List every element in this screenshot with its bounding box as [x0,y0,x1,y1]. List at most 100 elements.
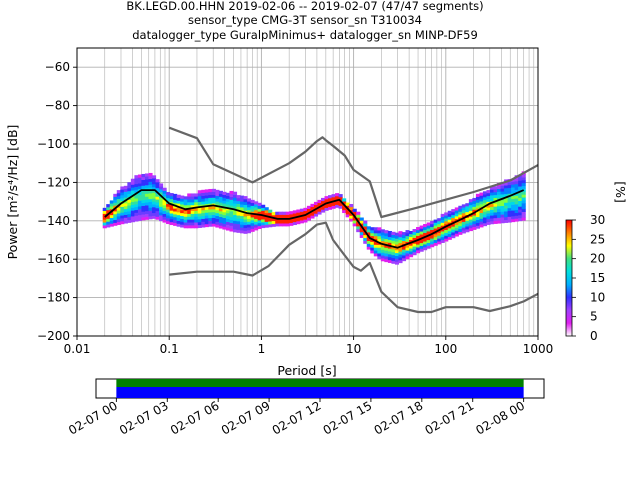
density-cell [320,209,326,213]
density-cell [398,234,403,238]
density-cell [134,183,139,187]
density-cell [426,236,431,241]
density-cell [475,211,480,215]
density-cell [225,201,231,205]
density-cell [458,225,463,230]
density-cell [232,226,238,230]
density-cell [194,204,199,209]
density-cell [225,212,231,217]
density-cell [500,208,505,212]
density-cell [211,188,216,193]
density-cell [401,257,407,262]
density-cell [440,225,445,229]
density-cell [225,198,231,202]
density-cell [201,218,206,222]
density-cell [468,225,473,229]
density-cell [173,219,178,223]
density-cell [151,212,157,216]
density-cell [518,180,523,184]
density-cell [194,216,199,220]
density-cell [511,207,516,211]
density-cell [289,211,294,215]
density-cell [127,193,132,197]
density-cell [479,221,484,225]
density-cell [359,229,364,233]
density-cell [486,207,491,211]
density-cell [475,199,480,203]
density-cell [454,230,459,234]
density-cell [518,212,523,216]
density-cell [155,182,160,186]
density-cell [342,209,347,214]
density-cell [240,201,245,205]
density-cell [194,219,199,223]
density-cell [472,209,477,213]
density-cell [387,239,392,243]
density-cell [113,219,118,223]
density-cell [123,194,128,198]
density-cell [493,209,498,213]
density-cell [409,230,414,235]
density-cell [454,221,459,226]
density-cell [144,205,150,209]
density-cell [134,212,139,216]
density-cell [384,230,389,234]
density-cell [447,225,452,229]
density-cell [141,179,146,183]
density-cell [257,211,262,215]
density-cell [166,212,171,216]
density-cell [507,205,512,209]
density-cell [391,243,396,247]
density-cell [419,228,424,232]
density-cell [497,191,502,195]
density-cell [405,230,410,234]
density-cell [240,227,245,231]
density-cell [166,206,171,210]
density-cell [447,216,452,220]
density-cell [240,198,245,202]
x-tick-label: 1000 [523,342,554,356]
density-cell [215,195,220,199]
density-cell [130,187,135,191]
density-cell [176,197,181,201]
density-cell [373,247,378,251]
density-cell [215,192,220,196]
density-cell [328,206,333,210]
density-cell [218,222,223,226]
density-cell [275,223,280,227]
density-cell [247,207,252,211]
density-cell [187,204,192,209]
density-cell [345,214,350,218]
density-cell [254,227,259,231]
density-cell [447,233,452,237]
density-cell [433,236,438,241]
mean-psd-line [104,189,525,249]
density-cell [232,229,238,233]
density-cell [218,213,223,218]
density-cell [451,223,456,227]
density-cell [444,229,449,233]
density-cell [113,199,118,203]
density-cell [359,234,364,238]
density-cell [306,214,312,218]
density-cell [472,203,477,207]
plot-frame [76,47,539,337]
density-cell [204,206,209,210]
density-cell [497,214,502,218]
density-cell [472,223,477,228]
density-cell [405,232,410,237]
density-cell [169,204,174,208]
density-cell [144,193,150,197]
low-noise-model-line [169,221,539,314]
density-cell [197,213,202,217]
density-cell [511,178,516,182]
density-cell [475,219,480,223]
density-cell [180,209,185,214]
ppsd-density [102,171,526,265]
density-cell [511,184,516,188]
density-cell [391,234,396,238]
density-cell [166,197,171,201]
density-cell [489,206,495,210]
density-cell [169,221,174,226]
density-cell [240,218,245,222]
